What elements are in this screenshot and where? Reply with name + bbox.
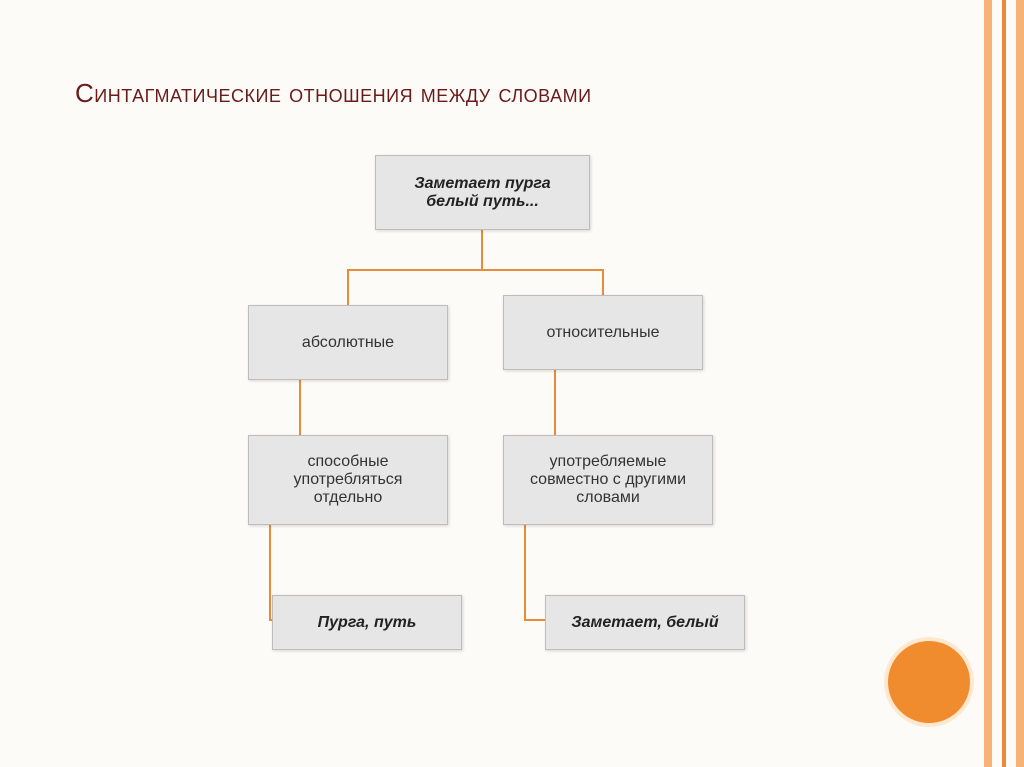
side-stripe-line: [1002, 0, 1006, 767]
page-title: Синтагматические отношения между словами: [75, 78, 592, 109]
node-rel2: употребляемые совместно с другими словам…: [503, 435, 713, 525]
node-leaf2: Заметает, белый: [545, 595, 745, 650]
node-root: Заметает пурга белый путь...: [375, 155, 590, 230]
node-abs: абсолютные: [248, 305, 448, 380]
node-abs2: способные употребляться отдельно: [248, 435, 448, 525]
accent-circle: [884, 637, 974, 727]
node-leaf1: Пурга, путь: [272, 595, 462, 650]
node-rel: относительные: [503, 295, 703, 370]
diagram-connectors: [0, 0, 1024, 767]
